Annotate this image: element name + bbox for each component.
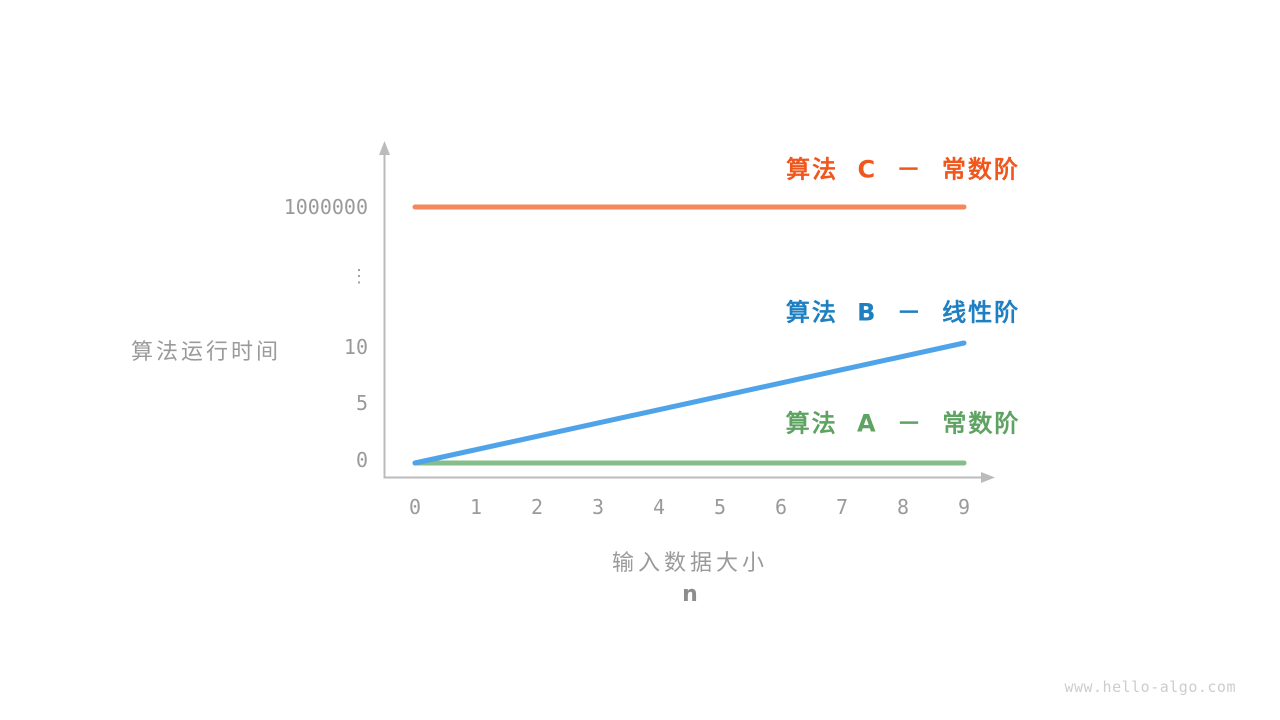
series-label-algorithm-a: 算法 A － 常数阶	[785, 409, 1021, 438]
x-tick-label: 1	[469, 495, 483, 519]
x-axis-variable: n	[682, 582, 698, 607]
y-tick-label: 0	[355, 448, 368, 472]
series-label-algorithm-b: 算法 B － 线性阶	[785, 298, 1021, 327]
watermark: www.hello-algo.com	[1064, 678, 1236, 696]
y-axis-arrow-icon	[379, 141, 390, 155]
y-tick-label: 1000000	[283, 195, 368, 219]
y-axis-title: 算法运行时间	[131, 340, 282, 365]
x-tick-label: 8	[896, 495, 910, 519]
series-label-algorithm-c: 算法 C － 常数阶	[786, 155, 1020, 184]
x-tick-label: 7	[835, 495, 849, 519]
y-tick-label: ⋮	[350, 266, 368, 287]
x-axis-title: 输入数据大小	[611, 551, 769, 576]
series-line-algorithm-b	[412, 340, 967, 466]
x-tick-label: 5	[713, 495, 727, 519]
y-tick-label: 5	[355, 391, 368, 415]
x-tick-label: 2	[530, 495, 544, 519]
x-tick-label: 0	[408, 495, 422, 519]
x-tick-label: 4	[652, 495, 666, 519]
x-axis-arrow-icon	[981, 472, 995, 483]
x-tick-label: 3	[591, 495, 605, 519]
y-tick-label: 10	[343, 335, 368, 359]
x-tick-label: 6	[774, 495, 788, 519]
x-tick-label: 9	[957, 495, 971, 519]
